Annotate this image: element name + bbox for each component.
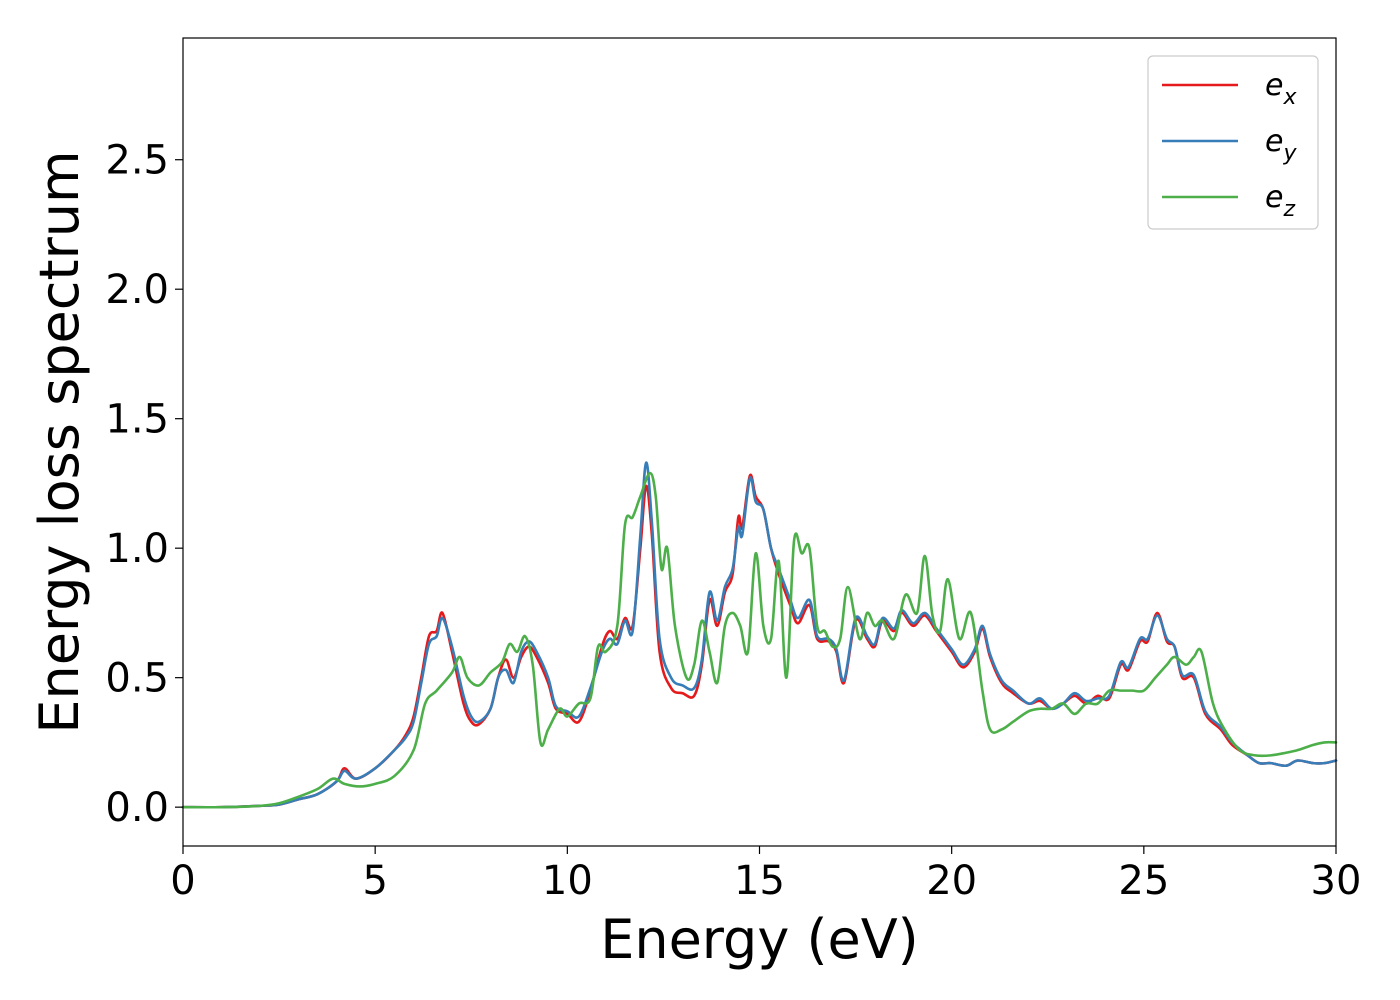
legend-frame: [1147, 55, 1319, 230]
y-axis-label: Energy loss spectrum: [28, 150, 91, 733]
y-tick-label: 0.0: [105, 785, 169, 831]
x-tick-label: 5: [362, 858, 387, 904]
x-tick-label: 15: [734, 858, 785, 904]
x-tick-label: 0: [170, 858, 195, 904]
y-axis: 0.0 0.5 1.0 1.5 2.0 2.5: [105, 138, 183, 831]
x-tick-label: 25: [1118, 858, 1169, 904]
x-tick-label: 20: [926, 858, 977, 904]
y-tick-label: 0.5: [105, 656, 169, 702]
y-tick-label: 2.0: [105, 267, 169, 313]
x-axis: 0 5 10 15 20 25 30: [170, 846, 1361, 904]
series-line-ex: [181, 473, 1338, 809]
y-tick-label: 2.5: [105, 138, 169, 184]
series-line-ey: [181, 461, 1338, 809]
y-tick-label: 1.5: [105, 397, 169, 443]
y-tick-label: 1.0: [105, 526, 169, 572]
x-tick-label: 30: [1311, 858, 1362, 904]
legend-label-ez: ez: [1265, 180, 1295, 222]
legend: ex ey ez: [1147, 55, 1319, 230]
x-tick-label: 10: [542, 858, 593, 904]
x-axis-label: Energy (eV): [600, 908, 919, 971]
legend-label-ey: ey: [1265, 124, 1297, 166]
series-layer: [181, 461, 1338, 809]
legend-label-ex: ex: [1265, 68, 1297, 110]
series-line-ez: [181, 471, 1338, 809]
